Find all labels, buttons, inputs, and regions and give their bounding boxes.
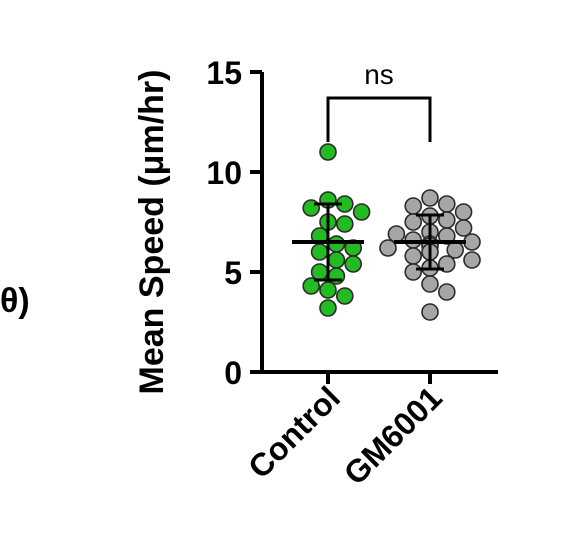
data-point — [327, 267, 346, 285]
significance-label: ns — [364, 59, 394, 90]
y-axis-label: Mean Speed (μm/hr) — [133, 70, 171, 395]
data-point — [454, 203, 473, 221]
data-point — [379, 239, 397, 257]
data-point — [446, 241, 465, 259]
data-point — [319, 281, 337, 299]
significance-annotation: ns — [326, 59, 432, 142]
data-point — [319, 299, 337, 317]
y-tick-label: 15 — [206, 55, 242, 91]
data-point — [335, 287, 354, 305]
y-tick-label: 0 — [224, 355, 242, 391]
data-point — [404, 197, 423, 215]
data-point — [437, 283, 456, 301]
data-point — [421, 189, 439, 207]
data-point — [302, 277, 321, 295]
cropped-label-fragment: θ) — [0, 282, 30, 320]
data-point — [352, 203, 371, 221]
data-point — [421, 303, 439, 321]
y-tick-label: 5 — [224, 255, 242, 291]
data-point — [310, 243, 329, 261]
y-tick-label: 10 — [206, 155, 242, 191]
data-point — [335, 215, 354, 233]
data-point — [344, 255, 363, 273]
data-point — [302, 199, 321, 217]
mean-sd-bars — [292, 202, 466, 282]
data-point — [437, 195, 456, 213]
data-point — [319, 143, 337, 161]
data-point — [404, 247, 423, 265]
data-point — [454, 219, 473, 237]
data-point — [310, 263, 329, 281]
data-point — [463, 233, 481, 251]
data-point — [327, 251, 346, 269]
data-points — [302, 143, 481, 321]
data-point — [463, 251, 481, 269]
x-tick-label: Control — [241, 379, 347, 485]
data-point — [387, 225, 406, 243]
data-point — [404, 213, 423, 231]
x-tick-label: GM6001 — [337, 379, 449, 491]
data-point — [404, 263, 423, 281]
significance-bracket — [326, 96, 432, 142]
data-point — [421, 275, 439, 293]
